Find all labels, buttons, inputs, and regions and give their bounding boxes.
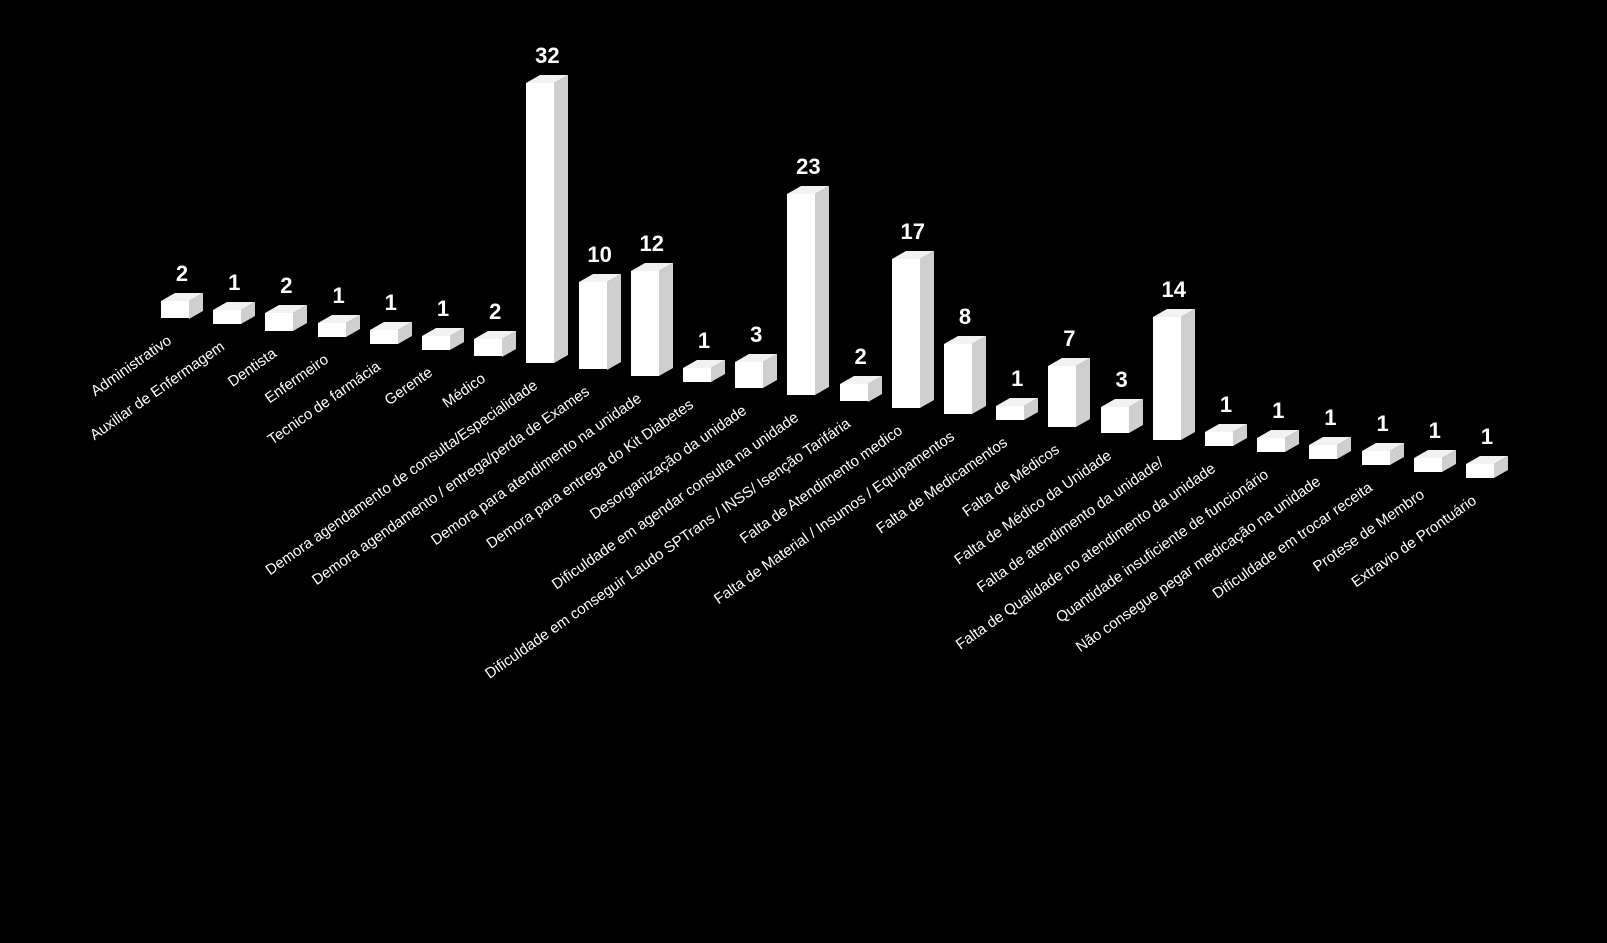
bar-value-label: 1: [684, 328, 724, 354]
bar-face-front: [161, 301, 189, 319]
bar-value-label: 1: [423, 296, 463, 322]
bar-value-label: 12: [632, 231, 672, 257]
bar-value-label: 1: [214, 270, 254, 296]
bar-face-front: [474, 339, 502, 357]
bar-face-front: [683, 368, 711, 382]
bar-value-label: 2: [162, 261, 202, 287]
bar-value-label: 14: [1154, 277, 1194, 303]
bar-value-label: 1: [1363, 411, 1403, 437]
bar-value-label: 10: [580, 242, 620, 268]
bar-value-label: 3: [736, 322, 776, 348]
bar-value-label: 2: [841, 344, 881, 370]
bar-value-label: 2: [475, 299, 515, 325]
bar-face-front: [370, 330, 398, 344]
bar-value-label: 1: [319, 283, 359, 309]
bar-face-front: [735, 362, 763, 388]
bar-face-front: [787, 194, 815, 395]
bar-face-side: [1181, 309, 1195, 440]
bar-face-front: [422, 336, 450, 350]
bar-face-front: [526, 83, 554, 363]
bar-value-label: 7: [1049, 326, 1089, 352]
bar-value-label: 1: [371, 290, 411, 316]
bar-value-label: 17: [893, 219, 933, 245]
bar-value-label: 32: [527, 43, 567, 69]
bar-value-label: 1: [1206, 392, 1246, 418]
bar-face-front: [579, 282, 607, 370]
bar-face-front: [1153, 317, 1181, 440]
bar-value-label: 3: [1102, 367, 1142, 393]
bar-face-front: [631, 271, 659, 376]
bar-face-side: [920, 251, 934, 408]
bar-face-side: [1076, 358, 1090, 427]
bar-value-label: 1: [997, 366, 1037, 392]
bar-value-label: 8: [945, 304, 985, 330]
bar-value-label: 1: [1467, 424, 1507, 450]
bar-face-front: [996, 406, 1024, 420]
bar-face-side: [659, 263, 673, 376]
bar-value-label: 1: [1310, 405, 1350, 431]
bar-face-front: [1362, 451, 1390, 465]
bar-face-front: [840, 384, 868, 402]
bar-face-front: [1414, 458, 1442, 472]
bar-face-front: [318, 323, 346, 337]
bar-face-front: [213, 310, 241, 324]
bar-face-front: [1466, 464, 1494, 478]
bar-face-front: [944, 344, 972, 414]
chart-3d-bar: 21211123210121323217817314111111 Adminis…: [0, 0, 1607, 943]
bar-value-label: 1: [1415, 418, 1455, 444]
bar-face-front: [892, 259, 920, 408]
bar-face-front: [1309, 445, 1337, 459]
bar-face-front: [1101, 407, 1129, 433]
bar-face-front: [1205, 432, 1233, 446]
bar-face-side: [607, 274, 621, 370]
bar-face-side: [972, 336, 986, 414]
bar-face-front: [1048, 366, 1076, 427]
bar-face-side: [815, 186, 829, 395]
bar-value-label: 2: [266, 273, 306, 299]
bar-face-side: [554, 75, 568, 363]
bar-face-front: [1257, 438, 1285, 452]
bar-value-label: 1: [1258, 398, 1298, 424]
bar-face-front: [265, 313, 293, 331]
bar-value-label: 23: [788, 154, 828, 180]
